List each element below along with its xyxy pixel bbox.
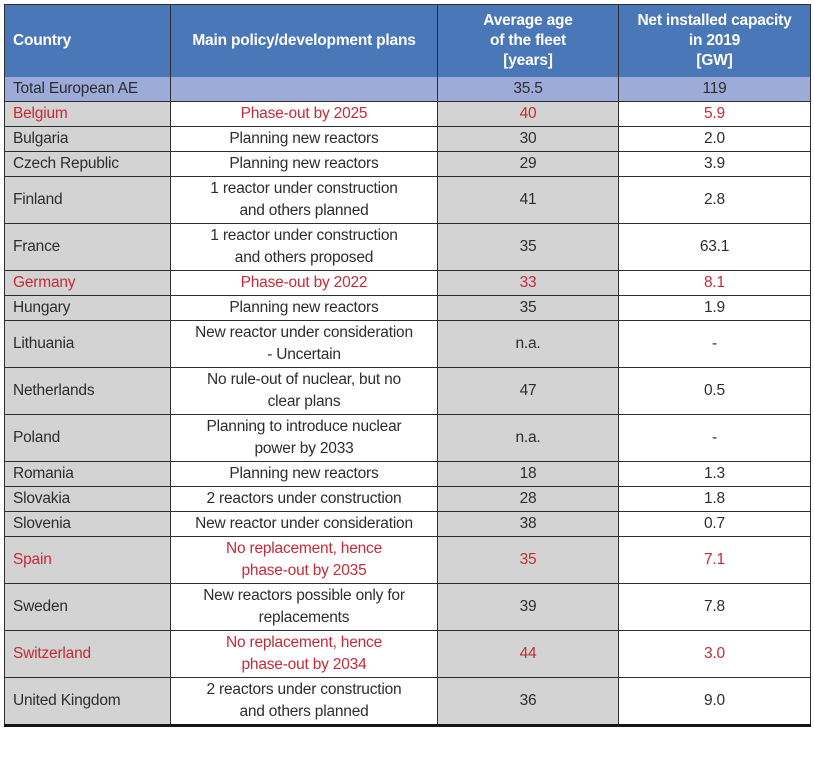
- country-cell: Germany: [4, 270, 171, 296]
- capacity-cell: 1.8: [618, 486, 811, 512]
- age-cell: 44: [437, 630, 619, 678]
- age-cell: 36: [437, 677, 619, 726]
- policy-cell: No replacement, hence phase-out by 2034: [170, 630, 438, 678]
- capacity-cell: 119: [618, 77, 811, 102]
- country-cell: Finland: [4, 176, 171, 224]
- age-cell: 35.5: [437, 77, 619, 102]
- country-cell: Hungary: [4, 295, 171, 321]
- capacity-cell: 1.3: [618, 461, 811, 487]
- table-row: Bulgaria Planning new reactors 30 2.0: [4, 126, 811, 152]
- capacity-cell: 7.1: [618, 536, 811, 584]
- country-cell: Sweden: [4, 583, 171, 631]
- table-row: Germany Phase-out by 2022 33 8.1: [4, 270, 811, 296]
- age-cell: 29: [437, 151, 619, 177]
- age-cell: 47: [437, 367, 619, 415]
- table-row: United Kingdom 2 reactors under construct…: [4, 677, 811, 726]
- table-body: Total European AE 35.5 119 Belgium Phase-out…: [4, 77, 811, 726]
- policy-cell: 1 reactor under construction and others …: [170, 223, 438, 271]
- country-cell: Bulgaria: [4, 126, 171, 152]
- header-country: Country: [4, 4, 171, 77]
- capacity-cell: 5.9: [618, 101, 811, 127]
- table-row: Finland 1 reactor under construction and …: [4, 176, 811, 224]
- age-cell: 30: [437, 126, 619, 152]
- age-cell: 28: [437, 486, 619, 512]
- policy-cell: Phase-out by 2022: [170, 270, 438, 296]
- table-row: Lithuania New reactor under consideration…: [4, 320, 811, 368]
- age-cell: 35: [437, 223, 619, 271]
- country-cell: France: [4, 223, 171, 271]
- policy-cell: No replacement, hence phase-out by 2035: [170, 536, 438, 584]
- policy-cell: No rule-out of nuclear, but no clear pla…: [170, 367, 438, 415]
- capacity-cell: -: [618, 320, 811, 368]
- table-row: Romania Planning new reactors 18 1.3: [4, 461, 811, 487]
- table-row: Slovakia 2 reactors under construction 28 1…: [4, 486, 811, 512]
- nuclear-policy-table: Country Main policy/development plans Av…: [4, 4, 811, 727]
- policy-cell: Planning new reactors: [170, 461, 438, 487]
- capacity-cell: 3.9: [618, 151, 811, 177]
- country-cell: Poland: [4, 414, 171, 462]
- table-row: Sweden New reactors possible only for rep…: [4, 583, 811, 631]
- table-row: Slovenia New reactor under consideration 3…: [4, 511, 811, 537]
- table-row: Total European AE 35.5 119: [4, 77, 811, 102]
- policy-cell: 2 reactors under construction: [170, 486, 438, 512]
- capacity-cell: 9.0: [618, 677, 811, 726]
- table-row: Czech Republic Planning new reactors 29 3.9: [4, 151, 811, 177]
- country-cell: Netherlands: [4, 367, 171, 415]
- country-cell: Slovenia: [4, 511, 171, 537]
- header-net-capacity: Net installed capacity in 2019 [GW]: [618, 4, 811, 77]
- header-row: Country Main policy/development plans Av…: [4, 4, 811, 77]
- capacity-cell: 3.0: [618, 630, 811, 678]
- age-cell: 41: [437, 176, 619, 224]
- country-cell: Spain: [4, 536, 171, 584]
- policy-cell: Planning new reactors: [170, 295, 438, 321]
- country-cell: United Kingdom: [4, 677, 171, 726]
- country-cell: Romania: [4, 461, 171, 487]
- table-row: France 1 reactor under construction and o…: [4, 223, 811, 271]
- country-cell: Lithuania: [4, 320, 171, 368]
- age-cell: n.a.: [437, 320, 619, 368]
- table-row: Spain No replacement, hence phase-out by …: [4, 536, 811, 584]
- capacity-cell: 2.0: [618, 126, 811, 152]
- policy-cell: Planning to introduce nuclear power by 2…: [170, 414, 438, 462]
- age-cell: 33: [437, 270, 619, 296]
- capacity-cell: -: [618, 414, 811, 462]
- country-cell: Total European AE: [4, 77, 171, 102]
- age-cell: 35: [437, 295, 619, 321]
- country-cell: Switzerland: [4, 630, 171, 678]
- policy-cell: Planning new reactors: [170, 126, 438, 152]
- age-cell: n.a.: [437, 414, 619, 462]
- age-cell: 39: [437, 583, 619, 631]
- policy-cell: New reactors possible only for replaceme…: [170, 583, 438, 631]
- age-cell: 35: [437, 536, 619, 584]
- capacity-cell: 0.7: [618, 511, 811, 537]
- country-cell: Slovakia: [4, 486, 171, 512]
- policy-cell: New reactor under consideration - Uncert…: [170, 320, 438, 368]
- capacity-cell: 63.1: [618, 223, 811, 271]
- capacity-cell: 1.9: [618, 295, 811, 321]
- table-row: Netherlands No rule-out of nuclear, but n…: [4, 367, 811, 415]
- age-cell: 40: [437, 101, 619, 127]
- table-row: Switzerland No replacement, hence phase-o…: [4, 630, 811, 678]
- header-policy: Main policy/development plans: [170, 4, 438, 77]
- table-row: Belgium Phase-out by 2025 40 5.9: [4, 101, 811, 127]
- header-average-age: Average age of the fleet [years]: [437, 4, 619, 77]
- capacity-cell: 0.5: [618, 367, 811, 415]
- policy-cell: New reactor under consideration: [170, 511, 438, 537]
- policy-cell: 2 reactors under construction and others…: [170, 677, 438, 726]
- capacity-cell: 2.8: [618, 176, 811, 224]
- policy-cell: Planning new reactors: [170, 151, 438, 177]
- policy-cell: Phase-out by 2025: [170, 101, 438, 127]
- capacity-cell: 7.8: [618, 583, 811, 631]
- table-row: Hungary Planning new reactors 35 1.9: [4, 295, 811, 321]
- country-cell: Belgium: [4, 101, 171, 127]
- policy-cell: [170, 77, 438, 102]
- country-cell: Czech Republic: [4, 151, 171, 177]
- age-cell: 18: [437, 461, 619, 487]
- policy-cell: 1 reactor under construction and others …: [170, 176, 438, 224]
- capacity-cell: 8.1: [618, 270, 811, 296]
- table-header: Country Main policy/development plans Av…: [4, 4, 811, 77]
- table-row: Poland Planning to introduce nuclear powe…: [4, 414, 811, 462]
- age-cell: 38: [437, 511, 619, 537]
